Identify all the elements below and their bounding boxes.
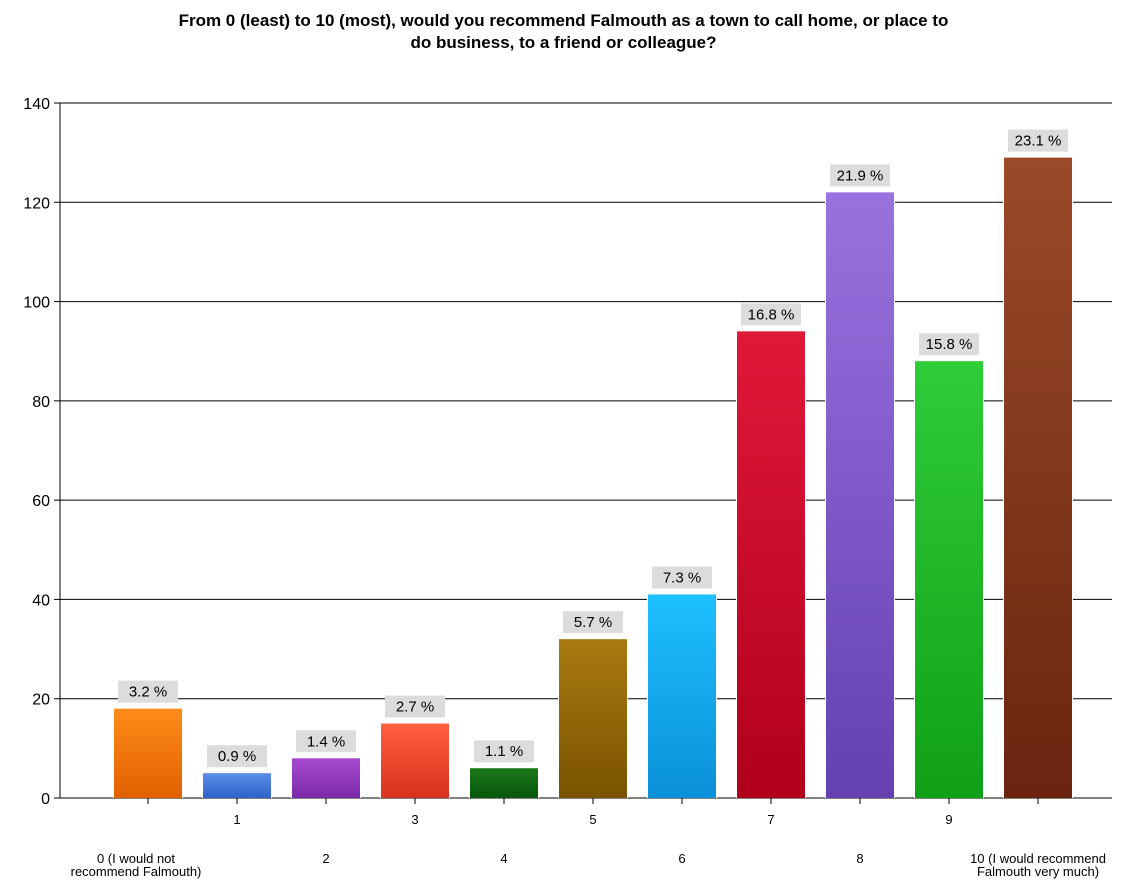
x-tick-label: 9 <box>945 812 952 827</box>
x-tick-label: 5 <box>589 812 596 827</box>
data-label: 23.1 % <box>1015 133 1062 150</box>
chart-title: From 0 (least) to 10 (most), would you r… <box>0 10 1127 54</box>
data-label: 16.8 % <box>748 306 795 323</box>
data-label-bg <box>296 730 356 753</box>
data-label: 15.8 % <box>926 336 973 353</box>
x-tick-label: 2 <box>322 851 329 866</box>
bar-6 <box>648 594 716 798</box>
data-label: 21.9 % <box>837 167 884 184</box>
data-label-bg <box>118 680 178 703</box>
data-label-bg <box>741 303 801 326</box>
bar-7 <box>737 331 805 798</box>
chart-title-line-2: do business, to a friend or colleague? <box>410 33 717 52</box>
y-tick-label: 140 <box>23 96 50 113</box>
x-tick-label: 3 <box>411 812 418 827</box>
y-tick-label: 60 <box>32 493 50 510</box>
data-label: 7.3 % <box>663 569 701 586</box>
data-label: 2.7 % <box>396 699 434 716</box>
data-label-bg <box>919 333 979 356</box>
x-tick-label: 4 <box>500 851 507 866</box>
data-label-bg <box>830 164 890 187</box>
x-tick-label: 6 <box>678 851 685 866</box>
y-tick-label: 40 <box>32 592 50 609</box>
data-label: 1.1 % <box>485 743 523 760</box>
x-tick-label: 1 <box>233 812 240 827</box>
data-label-bg <box>563 611 623 634</box>
y-tick-label: 20 <box>32 692 50 709</box>
data-label-bg <box>1008 129 1068 152</box>
data-label-bg <box>652 566 712 589</box>
y-tick-label: 0 <box>41 791 50 808</box>
bar-5 <box>559 639 627 798</box>
data-label-bg <box>474 740 534 763</box>
data-label: 0.9 % <box>218 748 256 765</box>
bar-10 <box>1004 157 1072 798</box>
bar-1 <box>203 773 271 798</box>
bars <box>113 156 1073 798</box>
data-label-bg <box>385 695 445 718</box>
x-tick-label: 8 <box>856 851 863 866</box>
tick-labels: 0 20 40 60 80 100 120 140 0 (I would not recommen… <box>23 96 1106 879</box>
data-label: 1.4 % <box>307 733 345 750</box>
bar-0 <box>114 708 182 798</box>
x-tick-label: 0 (I would not recommend Falmouth) <box>71 851 202 879</box>
bar-4 <box>470 768 538 798</box>
x-tick-label: 7 <box>767 812 774 827</box>
bar-9 <box>915 361 983 798</box>
chart-title-line-1: From 0 (least) to 10 (most), would you r… <box>178 11 949 30</box>
y-tick-label: 100 <box>23 295 50 312</box>
y-tick-label: 80 <box>32 394 50 411</box>
data-label-bg <box>207 745 267 768</box>
data-labels: 3.2 % 0.9 % 1.4 % 2.7 % 1.1 % 5.7 % 7.3 % 16.8 … <box>118 129 1068 768</box>
x-tick-label: 10 (I would recommend Falmouth very much) <box>970 851 1106 879</box>
data-label: 3.2 % <box>129 684 167 701</box>
bar-3 <box>381 723 449 798</box>
data-label: 5.7 % <box>574 614 612 631</box>
bar-2 <box>292 758 360 798</box>
bar-8 <box>826 192 894 798</box>
y-tick-label: 120 <box>23 195 50 212</box>
